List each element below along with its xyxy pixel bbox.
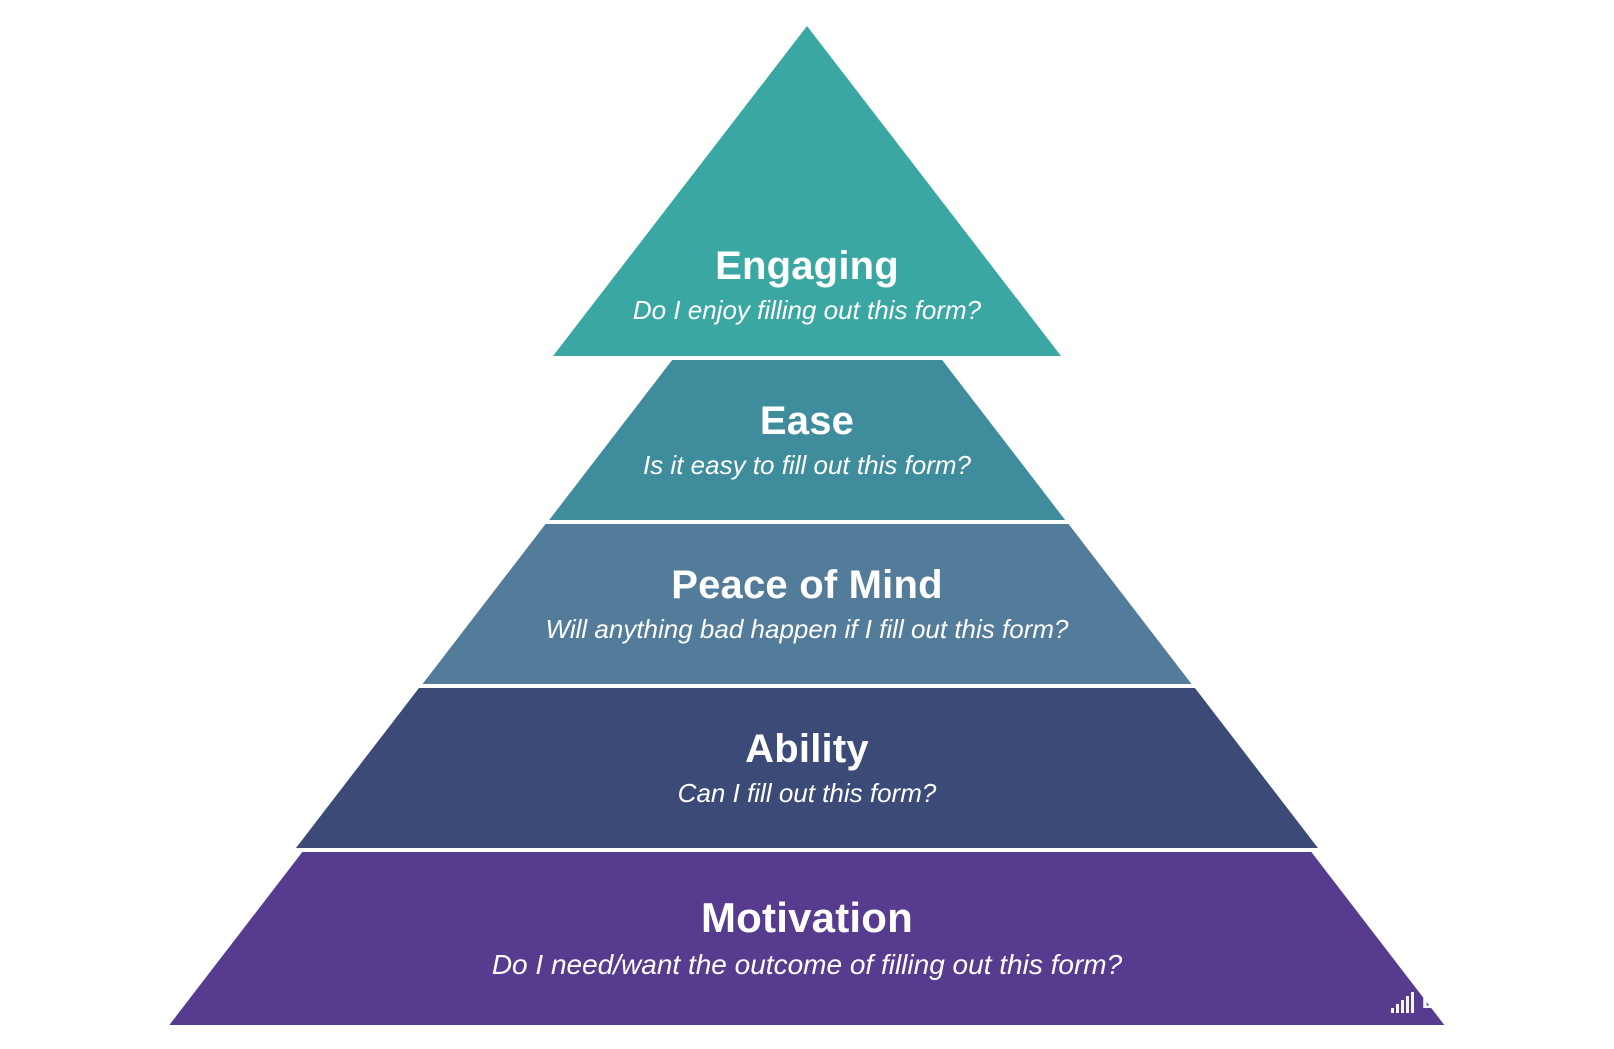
brand-wordmark-bold: Lead (1422, 987, 1480, 1014)
bars-icon (1391, 992, 1414, 1013)
pyramid: Engaging Do I enjoy filling out this form… (37, 26, 1577, 1025)
pyramid-tier-ability: Ability Can I fill out this form? (296, 688, 1318, 848)
brand-wordmark-light: formly (1479, 987, 1547, 1014)
tier-title: Motivation (701, 895, 913, 941)
brand-logo: Leadformly (1391, 989, 1547, 1013)
tier-title: Ease (760, 399, 854, 443)
infographic-stage: Engaging Do I enjoy filling out this form… (0, 0, 1614, 1049)
pyramid-tier-ease: Ease Is it easy to fill out this form? (549, 360, 1065, 520)
brand-wordmark: Leadformly (1422, 989, 1547, 1013)
tier-subtitle: Can I fill out this form? (678, 777, 937, 810)
tier-subtitle: Will anything bad happen if I fill out t… (546, 613, 1069, 646)
pyramid-tier-motivation: Motivation Do I need/want the outcome of … (169, 852, 1444, 1025)
tier-subtitle: Do I enjoy filling out this form? (633, 294, 981, 327)
pyramid-tier-peace-of-mind: Peace of Mind Will anything bad happen if… (423, 524, 1192, 684)
tier-title: Peace of Mind (671, 563, 943, 607)
pyramid-tier-engaging: Engaging Do I enjoy filling out this form… (553, 26, 1061, 356)
tier-subtitle: Is it easy to fill out this form? (643, 449, 971, 482)
tier-subtitle: Do I need/want the outcome of filling ou… (492, 947, 1122, 982)
tier-title: Ability (745, 727, 869, 771)
tier-title: Engaging (715, 244, 899, 288)
